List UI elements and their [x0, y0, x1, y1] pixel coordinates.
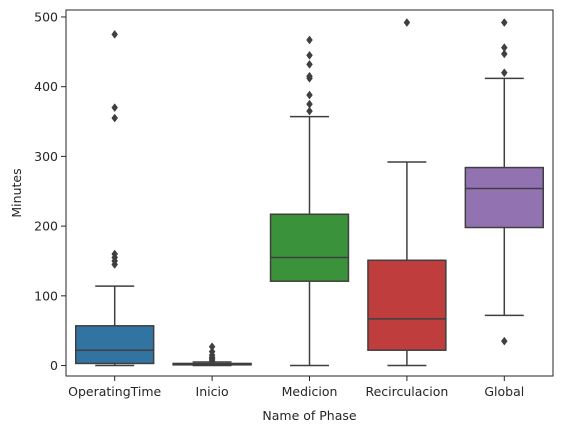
outlier-inicio	[208, 347, 216, 357]
outlier-medicion	[306, 59, 313, 69]
outlier-inicio	[208, 342, 216, 352]
outlier-global	[500, 49, 508, 59]
y-tick-label: 500	[34, 9, 58, 24]
box-global	[464, 166, 545, 229]
outlier-medicion	[306, 90, 313, 100]
y-tick-label: 400	[34, 79, 58, 94]
outlier-operatingtime	[111, 249, 119, 259]
x-tick-label: Inicio	[196, 384, 229, 399]
box-operatingtime	[74, 325, 155, 365]
y-tick-label: 200	[34, 219, 58, 234]
x-tick-label: Global	[484, 384, 524, 399]
outlier-operatingtime	[111, 113, 119, 123]
outlier-medicion	[306, 50, 313, 60]
x-tick-label: Medicion	[282, 384, 338, 399]
outlier-operatingtime	[111, 29, 119, 39]
box-medicion	[269, 213, 350, 282]
plot-frame	[65, 9, 554, 377]
y-tick-label: 0	[50, 358, 58, 373]
x-axis-label: Name of Phase	[262, 408, 357, 423]
y-axis-label: Minutes	[9, 168, 24, 217]
x-tick-label: OperatingTime	[68, 384, 161, 399]
outlier-global	[500, 336, 508, 346]
outlier-medicion	[306, 99, 313, 109]
outlier-global	[500, 68, 508, 78]
y-tick-label: 100	[34, 288, 58, 303]
outlier-recirculacion	[403, 18, 411, 27]
outlier-medicion	[306, 35, 313, 45]
outlier-medicion	[306, 71, 313, 81]
outlier-operatingtime	[111, 103, 119, 113]
y-tick-label: 300	[34, 149, 58, 164]
outlier-global	[500, 18, 508, 27]
outlier-global	[500, 43, 508, 53]
x-tick-label: Recirculacion	[365, 384, 448, 399]
box-recirculacion	[367, 259, 447, 351]
outlier-medicion	[306, 106, 313, 116]
